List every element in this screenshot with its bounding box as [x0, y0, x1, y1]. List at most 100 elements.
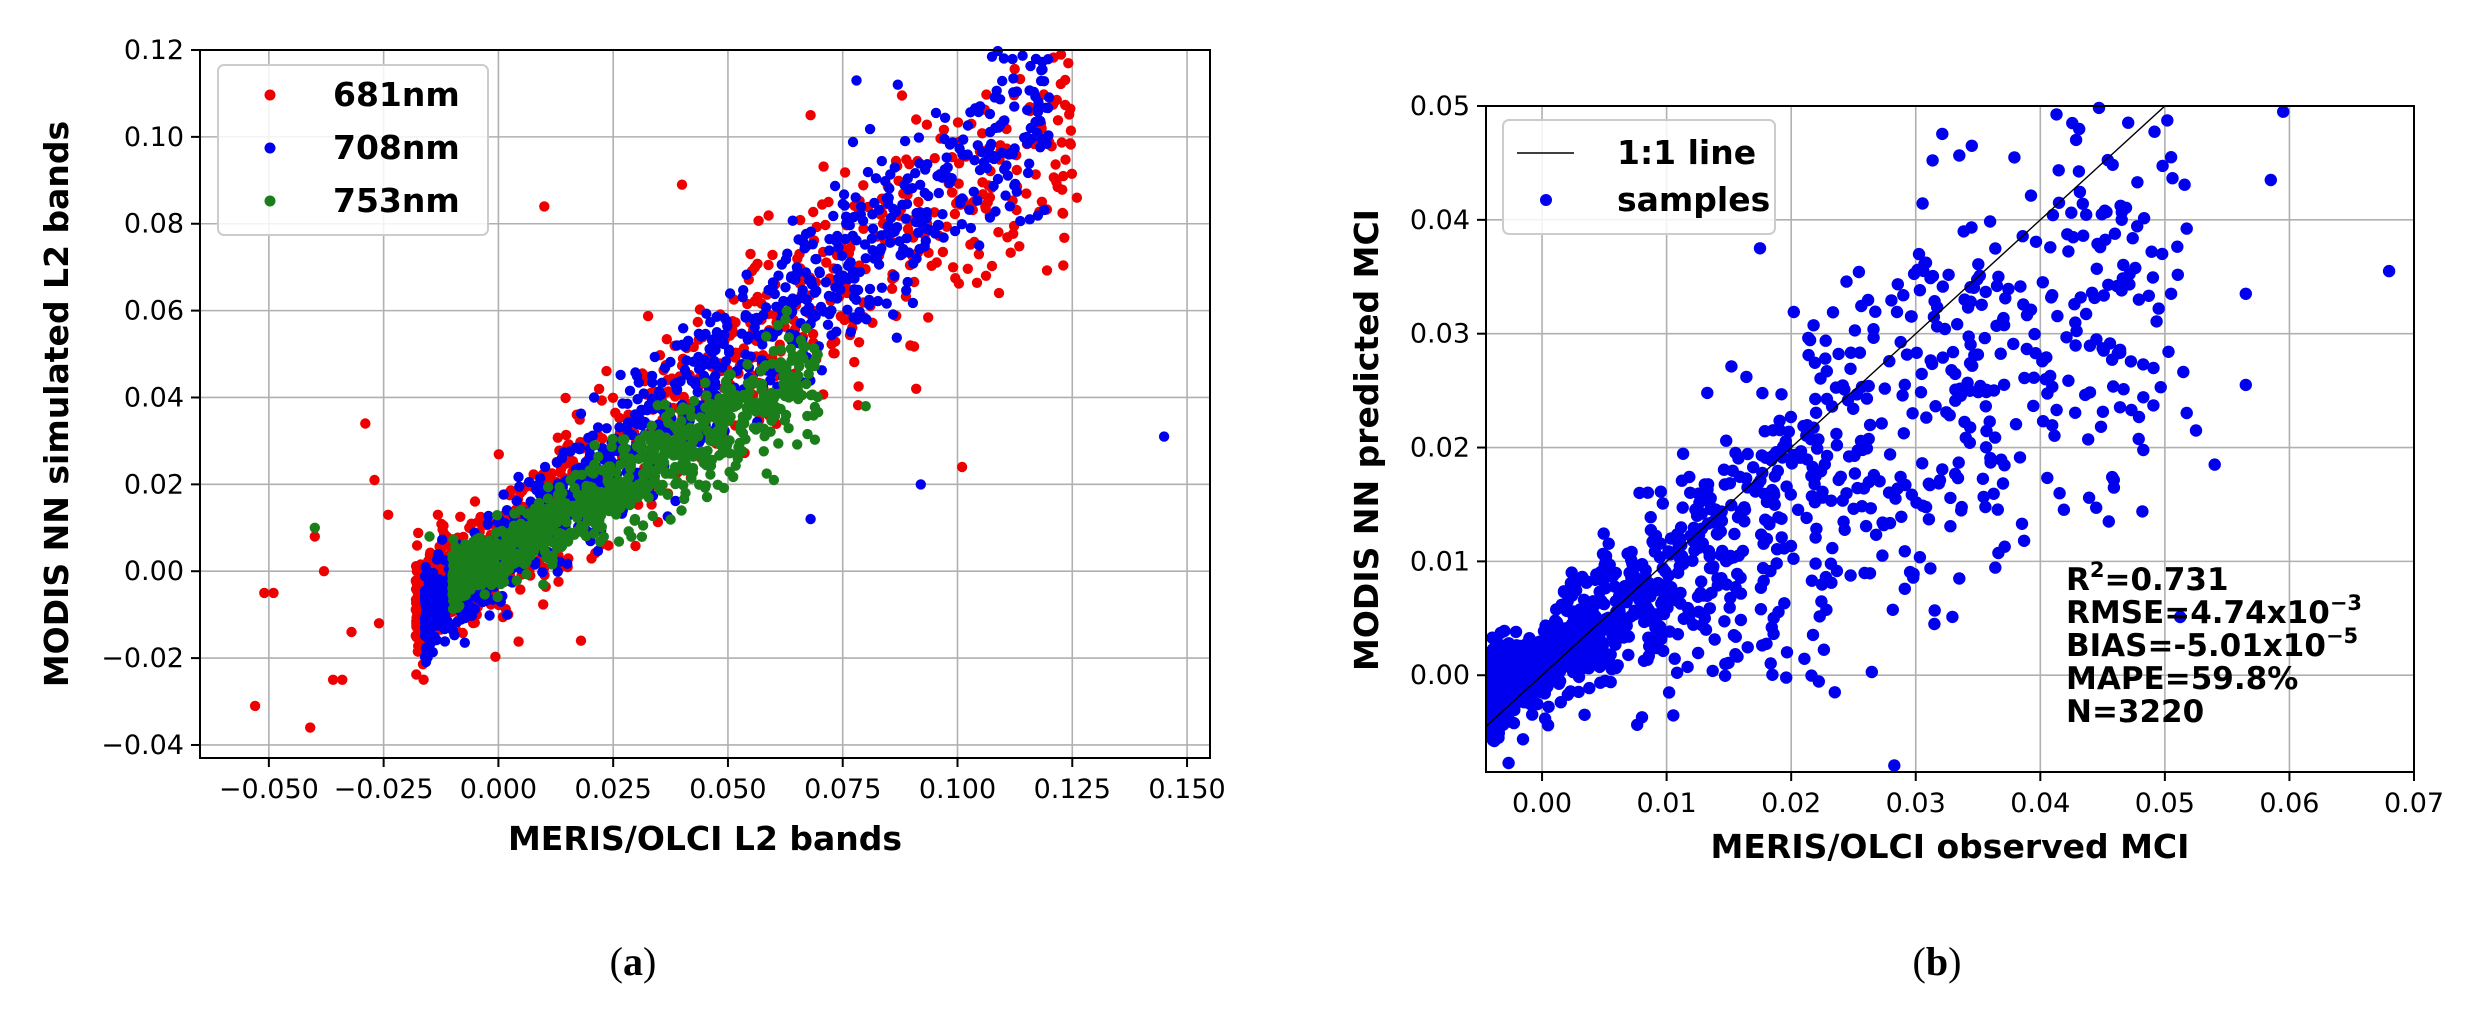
b-x-tick-label: 0.02: [1761, 788, 1821, 819]
b-point-sample: [1865, 665, 1879, 679]
b-point-sample: [1996, 477, 2010, 490]
a-point-753nm: [750, 424, 762, 435]
b-y-axis: 0.000.010.020.030.040.05: [1410, 91, 1486, 691]
b-point-sample: [1576, 651, 1589, 665]
b-point-sample: [2017, 534, 2031, 547]
a-point-708nm: [924, 224, 936, 236]
a-x-tick-label: 0.050: [689, 774, 766, 805]
b-point-sample: [1844, 346, 1858, 359]
a-point-753nm: [603, 461, 614, 472]
b-point-sample: [1734, 505, 1748, 518]
a-point-681nm: [1052, 115, 1064, 126]
a-point-708nm: [882, 198, 894, 209]
a-point-708nm: [1023, 158, 1035, 169]
a-point-753nm: [569, 482, 580, 494]
a-point-681nm: [586, 553, 597, 564]
b-point-sample: [2146, 271, 2160, 284]
a-point-753nm: [813, 407, 824, 418]
b-point-sample: [1699, 493, 1712, 506]
b-point-sample: [2079, 388, 2092, 402]
b-point-sample: [1910, 346, 1923, 359]
a-point-753nm: [742, 378, 754, 389]
b-point-sample: [1725, 360, 1738, 373]
b-point-sample: [1869, 305, 1882, 318]
a-point-708nm: [809, 287, 821, 298]
b-point-sample: [1936, 463, 1949, 476]
b-point-sample: [1965, 139, 1979, 152]
a-y-tick-label: −0.04: [101, 730, 184, 761]
a-point-681nm: [858, 223, 869, 234]
a-point-681nm: [360, 418, 371, 429]
a-point-708nm: [930, 107, 942, 119]
a-point-681nm: [630, 540, 641, 552]
b-point-sample: [1677, 557, 1690, 571]
a-point-681nm: [1059, 232, 1070, 243]
a-point-753nm: [779, 391, 791, 402]
a-point-708nm: [1008, 73, 1019, 84]
b-legend-label-line: 1:1 line: [1617, 133, 1756, 172]
a-point-708nm: [891, 332, 902, 343]
b-point-sample: [1819, 352, 1832, 365]
b-point-sample: [1932, 477, 1946, 490]
a-point-753nm: [492, 510, 503, 521]
a-point-753nm: [619, 495, 630, 507]
b-point-sample: [1641, 486, 1655, 499]
b-stats-annotation: R2=0.731 RMSE=4.74x10−3 BIAS=-5.01x10−5 …: [2066, 558, 2362, 730]
b-point-sample: [2129, 261, 2142, 275]
b-point-sample: [1550, 603, 1563, 616]
b-point-sample: [1869, 528, 1883, 541]
a-point-681nm: [911, 383, 922, 394]
b-point-sample: [1990, 279, 2004, 293]
a-point-708nm: [914, 243, 925, 255]
a-point-708nm: [633, 377, 644, 388]
a-point-708nm: [823, 290, 835, 302]
b-point-sample: [1654, 485, 1668, 498]
b-point-sample: [2095, 208, 2108, 221]
a-point-753nm: [545, 536, 557, 547]
b-point-sample: [2178, 178, 2191, 191]
a-point-753nm: [655, 458, 666, 470]
a-point-681nm: [469, 496, 481, 507]
b-point-sample: [1775, 512, 1788, 525]
a-point-681nm: [858, 180, 869, 191]
a-point-753nm: [581, 490, 593, 501]
b-point-sample: [1611, 632, 1624, 645]
a-point-681nm: [418, 674, 429, 685]
a-point-708nm: [992, 45, 1003, 57]
a-point-708nm: [575, 408, 587, 419]
b-point-sample: [1490, 704, 1504, 717]
a-point-753nm: [700, 377, 711, 388]
b-point-sample: [1946, 610, 1959, 624]
b-point-sample: [1928, 604, 1941, 617]
b-point-sample: [1844, 362, 1857, 375]
a-point-753nm: [309, 522, 320, 533]
b-point-sample: [1991, 503, 2005, 516]
a-legend-marker-681nm: [264, 89, 276, 101]
b-point-sample: [2102, 278, 2115, 291]
a-point-708nm: [513, 471, 524, 483]
b-point-sample: [1758, 425, 1772, 438]
b-point-sample: [1847, 502, 1860, 515]
b-point-sample: [2046, 289, 2059, 302]
a-point-753nm: [647, 510, 658, 522]
a-point-753nm: [688, 451, 699, 462]
b-point-sample: [1900, 348, 1914, 361]
a-point-681nm: [607, 392, 619, 403]
a-point-708nm: [876, 155, 887, 167]
a-point-708nm: [562, 558, 573, 569]
b-point-sample: [1779, 435, 1793, 448]
b-point-sample: [1755, 528, 1768, 541]
b-y-axis-label: MODIS NN predicted MCI: [1347, 209, 1386, 671]
b-point-sample: [2189, 424, 2203, 437]
b-point-sample: [1812, 675, 1826, 688]
a-point-753nm: [552, 542, 563, 554]
b-point-sample: [1723, 601, 1736, 614]
a-point-708nm: [896, 248, 907, 260]
a-point-681nm: [1005, 247, 1016, 258]
a-point-708nm: [705, 317, 716, 328]
b-point-sample: [1755, 449, 1769, 462]
a-point-681nm: [1011, 164, 1022, 176]
a-point-708nm: [552, 566, 563, 577]
b-point-sample: [1661, 589, 1675, 602]
b-point-sample: [2164, 151, 2178, 164]
